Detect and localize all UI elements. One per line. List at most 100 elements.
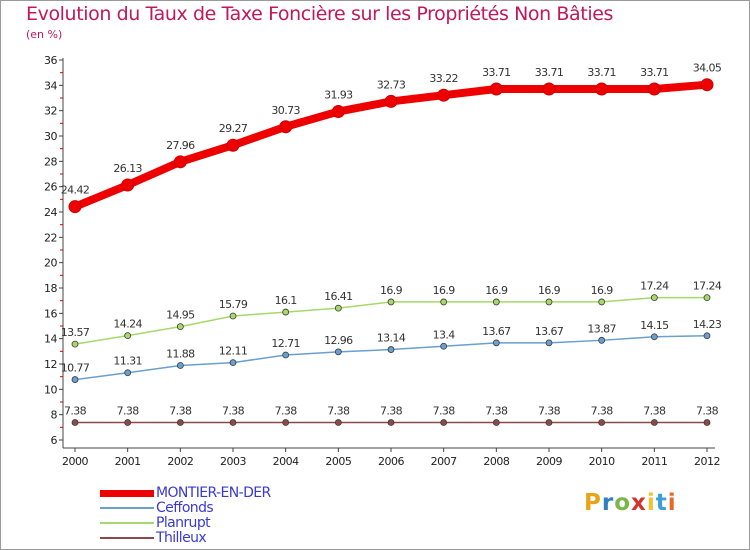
data-label-montier-en-der: 24.42 (61, 184, 90, 197)
data-label-ceffonds: 12.11 (219, 345, 248, 358)
data-label-planrupt: 16.1 (275, 294, 297, 307)
x-tick-label: 2009 (536, 455, 562, 468)
data-label-montier-en-der: 30.73 (271, 104, 300, 117)
logo-letter: t (655, 490, 668, 516)
x-tick-label: 2011 (641, 455, 667, 468)
data-point-thilleux (334, 419, 342, 426)
y-tick-label: 18 (44, 282, 57, 295)
x-tick-label: 2003 (220, 455, 246, 468)
legend-label-montier-en-der: MONTIER-EN-DER (156, 485, 271, 501)
legend-swatch-thilleux (100, 537, 154, 539)
data-point-montier-en-der (647, 82, 661, 96)
data-label-montier-en-der: 33.71 (482, 66, 511, 79)
data-label-planrupt: 13.57 (61, 326, 90, 339)
data-label-thilleux: 7.38 (538, 405, 561, 418)
data-label-montier-en-der: 27.96 (166, 139, 195, 152)
data-label-planrupt: 17.24 (693, 280, 722, 293)
data-label-montier-en-der: 29.27 (219, 122, 248, 135)
data-label-thilleux: 7.38 (380, 405, 403, 418)
data-label-thilleux: 7.38 (696, 405, 719, 418)
data-label-ceffonds: 13.67 (482, 325, 511, 338)
x-tick-label: 2005 (325, 455, 351, 468)
data-point-montier-en-der (68, 200, 82, 214)
logo-letter: x (631, 490, 647, 516)
x-tick-label: 2010 (589, 455, 615, 468)
data-label-thilleux: 7.38 (591, 405, 614, 418)
y-tick-label: 10 (44, 383, 57, 396)
data-point-thilleux (440, 419, 448, 426)
data-point-montier-en-der (437, 88, 451, 102)
x-tick-label: 2002 (167, 455, 193, 468)
data-point-montier-en-der (226, 138, 240, 152)
data-label-planrupt: 14.95 (166, 309, 195, 322)
y-tick-label: 34 (44, 79, 57, 92)
data-point-thilleux (492, 419, 500, 426)
data-point-planrupt (334, 304, 342, 312)
legend-swatch-planrupt (100, 522, 154, 524)
logo-letter: i (646, 490, 656, 516)
data-label-ceffonds: 13.4 (433, 328, 456, 341)
data-label-planrupt: 16.9 (538, 284, 561, 297)
x-tick-label: 2007 (431, 455, 457, 468)
y-tick-label: 22 (44, 231, 57, 244)
data-label-ceffonds: 13.87 (587, 322, 616, 335)
legend-label-thilleux: Thilleux (156, 530, 207, 546)
data-label-ceffonds: 11.31 (113, 355, 142, 368)
logo-letter: i (667, 490, 677, 516)
data-point-montier-en-der (173, 155, 187, 169)
data-point-thilleux (229, 419, 237, 426)
data-point-planrupt (492, 298, 500, 306)
data-label-ceffonds: 13.14 (377, 332, 406, 345)
data-point-ceffonds (229, 359, 237, 367)
data-label-thilleux: 7.38 (169, 405, 192, 418)
data-label-thilleux: 7.38 (64, 405, 87, 418)
data-label-thilleux: 7.38 (485, 405, 508, 418)
data-point-thilleux (387, 419, 395, 426)
legend-swatch-ceffonds (100, 507, 154, 509)
data-point-planrupt (387, 298, 395, 306)
x-tick-label: 2012 (694, 455, 720, 468)
data-label-thilleux: 7.38 (643, 405, 666, 418)
data-point-montier-en-der (700, 78, 714, 92)
data-point-thilleux (124, 419, 132, 426)
data-point-planrupt (282, 308, 290, 316)
data-label-planrupt: 16.9 (485, 284, 508, 297)
data-point-montier-en-der (121, 178, 135, 192)
data-label-thilleux: 7.38 (433, 405, 456, 418)
x-tick-label: 2001 (115, 455, 141, 468)
data-label-ceffonds: 14.23 (693, 318, 722, 331)
data-point-thilleux (176, 419, 184, 426)
data-point-montier-en-der (595, 82, 609, 96)
data-point-ceffonds (71, 376, 79, 383)
data-point-planrupt (650, 294, 658, 302)
data-point-planrupt (176, 323, 184, 331)
logo-letter: o (614, 490, 632, 516)
y-tick-label: 12 (44, 358, 57, 371)
data-point-thilleux (545, 419, 553, 426)
y-tick-label: 36 (44, 54, 57, 67)
data-point-ceffonds (387, 346, 395, 353)
y-tick-label: 16 (44, 307, 57, 320)
data-point-ceffonds (703, 332, 711, 340)
data-point-thilleux (282, 419, 290, 426)
data-label-montier-en-der: 34.05 (693, 62, 722, 75)
x-tick-label: 2000 (62, 455, 88, 468)
data-label-planrupt: 14.24 (113, 318, 142, 331)
data-point-montier-en-der (331, 105, 345, 119)
data-point-ceffonds (492, 339, 500, 347)
x-tick-label: 2008 (483, 455, 509, 468)
data-point-thilleux (71, 419, 79, 426)
data-point-ceffonds (598, 336, 606, 344)
x-tick-label: 2004 (273, 455, 299, 468)
legend-label-planrupt: Planrupt (156, 515, 211, 531)
data-point-planrupt (229, 312, 237, 320)
data-label-thilleux: 7.38 (275, 405, 298, 418)
data-label-montier-en-der: 31.93 (324, 89, 353, 102)
data-point-planrupt (440, 298, 448, 306)
chart-title: Evolution du Taux de Taxe Foncière sur l… (26, 3, 614, 25)
data-point-montier-en-der (489, 82, 503, 96)
y-tick-label: 26 (44, 181, 57, 194)
data-point-planrupt (703, 294, 711, 302)
y-tick-label: 6 (51, 434, 58, 447)
data-point-ceffonds (282, 351, 290, 359)
